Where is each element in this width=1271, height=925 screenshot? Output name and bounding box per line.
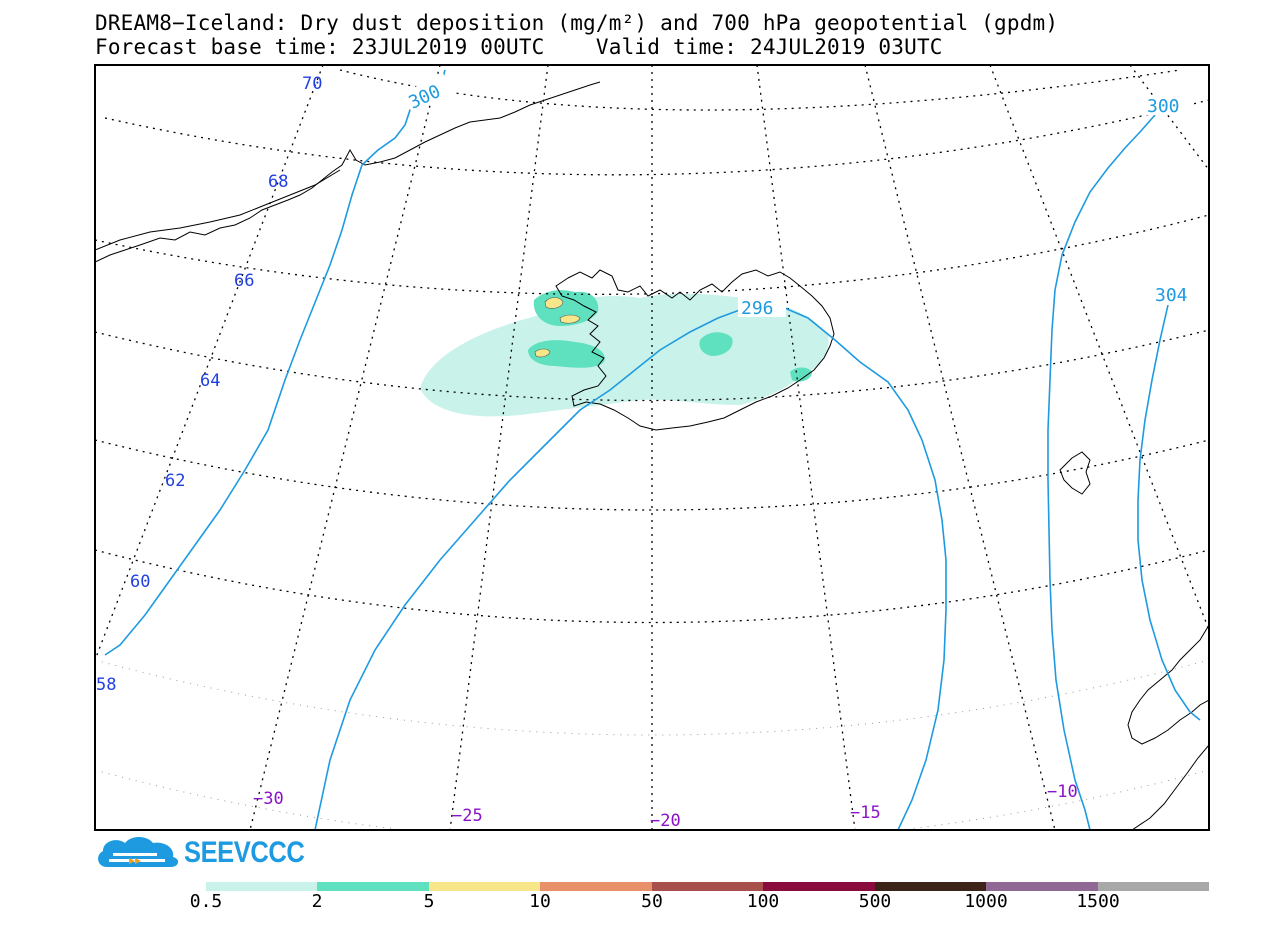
greenland-coast	[95, 81, 601, 263]
dust-area-2d	[790, 367, 812, 382]
color-legend	[206, 882, 1209, 891]
legend-swatch-3	[428, 882, 541, 891]
legend-swatch-6	[763, 882, 875, 891]
graticule-parallels-outer	[95, 659, 1209, 830]
norway-coast-2	[1131, 744, 1209, 830]
dust-area-2c	[699, 332, 733, 356]
lat-label-66: 66	[234, 271, 254, 291]
dust-area-lowest	[420, 293, 829, 417]
chart-title: DREAM8−Iceland: Dry dust deposition (mg/…	[95, 11, 1059, 35]
legend-swatch-4	[540, 882, 652, 891]
legend-label: 5	[423, 891, 435, 912]
dust-area-5	[544, 297, 564, 309]
lon-label-25w: −25	[452, 806, 483, 826]
map-content	[95, 65, 1209, 830]
legend-label: 1500	[1076, 891, 1120, 912]
lat-label-64: 64	[200, 371, 220, 391]
lon-label-30w: −30	[253, 789, 284, 809]
legend-swatch-1	[206, 882, 318, 891]
legend-swatch-2	[317, 882, 429, 891]
lon-label-20w: −20	[650, 811, 681, 831]
dust-area-5c	[534, 348, 551, 358]
iceland-coast	[555, 269, 835, 431]
lat-label-70: 70	[302, 74, 322, 94]
faroe-islands	[1059, 451, 1091, 495]
contour-304	[1137, 304, 1201, 721]
legend-label: 2	[311, 891, 323, 912]
legend-label: 100	[746, 891, 780, 912]
legend-label: 1000	[964, 891, 1008, 912]
legend-label: 500	[858, 891, 892, 912]
logo-text: SEEVCCC	[184, 836, 305, 869]
dust-area-2b	[528, 340, 605, 368]
lat-label-68: 68	[268, 172, 288, 192]
map-frame	[94, 64, 1210, 831]
legend-label: 0.5	[189, 891, 223, 912]
seevccc-logo	[98, 837, 179, 867]
lat-label-60: 60	[130, 572, 150, 592]
lon-label-15w: −15	[850, 803, 881, 823]
contour-300-east	[1047, 114, 1156, 830]
greenland-coast-inner	[95, 169, 341, 251]
norway-coast	[1127, 624, 1209, 745]
lon-label-10w: −10	[1047, 782, 1078, 802]
chart-subtitle: Forecast base time: 23JUL2019 00UTC Vali…	[95, 35, 943, 59]
contour-label-304: 304	[1155, 285, 1188, 306]
legend-labels: 0.5 2 5 10 50 100 500 1000 1500	[0, 891, 1271, 915]
legend-swatch-8	[986, 882, 1098, 891]
graticule-meridians	[95, 65, 1209, 830]
legend-label: 50	[641, 891, 663, 912]
contour-300-west	[104, 69, 446, 656]
contour-label-300-east: 300	[1147, 96, 1180, 117]
legend-swatch-9	[1097, 882, 1209, 891]
lat-label-62: 62	[165, 471, 185, 491]
coastlines	[95, 81, 1209, 830]
dust-area-5b	[559, 314, 581, 324]
legend-swatch-5	[651, 882, 764, 891]
contour-label-296: 296	[741, 298, 774, 319]
cloud-icon	[98, 837, 179, 867]
lat-label-58: 58	[96, 675, 116, 695]
dust-deposition-areas	[420, 290, 829, 417]
legend-swatch-7	[874, 882, 987, 891]
legend-label: 10	[529, 891, 551, 912]
geopotential-contours	[104, 69, 1201, 830]
